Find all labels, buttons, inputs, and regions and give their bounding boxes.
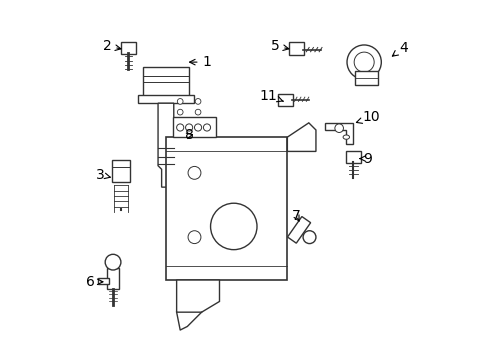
Circle shape (210, 203, 257, 249)
Polygon shape (324, 123, 353, 144)
Text: 5: 5 (270, 39, 288, 53)
FancyBboxPatch shape (142, 67, 189, 98)
FancyBboxPatch shape (138, 95, 193, 103)
Text: 8: 8 (184, 129, 193, 142)
Circle shape (203, 124, 210, 131)
Circle shape (195, 109, 201, 115)
FancyBboxPatch shape (121, 42, 136, 54)
Circle shape (177, 99, 183, 104)
Text: 1: 1 (189, 55, 211, 69)
FancyBboxPatch shape (165, 137, 287, 280)
Text: 3: 3 (95, 168, 110, 182)
Text: 4: 4 (391, 41, 407, 56)
FancyBboxPatch shape (354, 71, 378, 85)
Circle shape (188, 166, 201, 179)
Ellipse shape (343, 135, 349, 139)
Circle shape (194, 124, 201, 131)
FancyBboxPatch shape (112, 160, 130, 182)
FancyBboxPatch shape (288, 42, 303, 55)
FancyBboxPatch shape (345, 151, 360, 163)
Circle shape (303, 231, 315, 244)
Polygon shape (158, 103, 173, 187)
FancyBboxPatch shape (107, 267, 119, 289)
Text: 11: 11 (260, 89, 283, 103)
Text: 9: 9 (359, 152, 371, 166)
FancyBboxPatch shape (278, 94, 292, 106)
Text: 10: 10 (356, 111, 379, 125)
Circle shape (334, 124, 343, 132)
Polygon shape (176, 280, 219, 312)
Circle shape (176, 124, 183, 131)
Polygon shape (287, 123, 315, 152)
Circle shape (353, 52, 373, 72)
Circle shape (195, 99, 201, 104)
FancyBboxPatch shape (287, 217, 310, 243)
Circle shape (188, 231, 201, 244)
FancyBboxPatch shape (173, 117, 216, 137)
Circle shape (346, 45, 381, 79)
Circle shape (177, 109, 183, 115)
FancyBboxPatch shape (98, 278, 108, 284)
Circle shape (185, 124, 192, 131)
Circle shape (105, 254, 121, 270)
Text: 6: 6 (86, 275, 103, 289)
Text: 2: 2 (102, 39, 121, 53)
Text: 7: 7 (291, 209, 300, 223)
